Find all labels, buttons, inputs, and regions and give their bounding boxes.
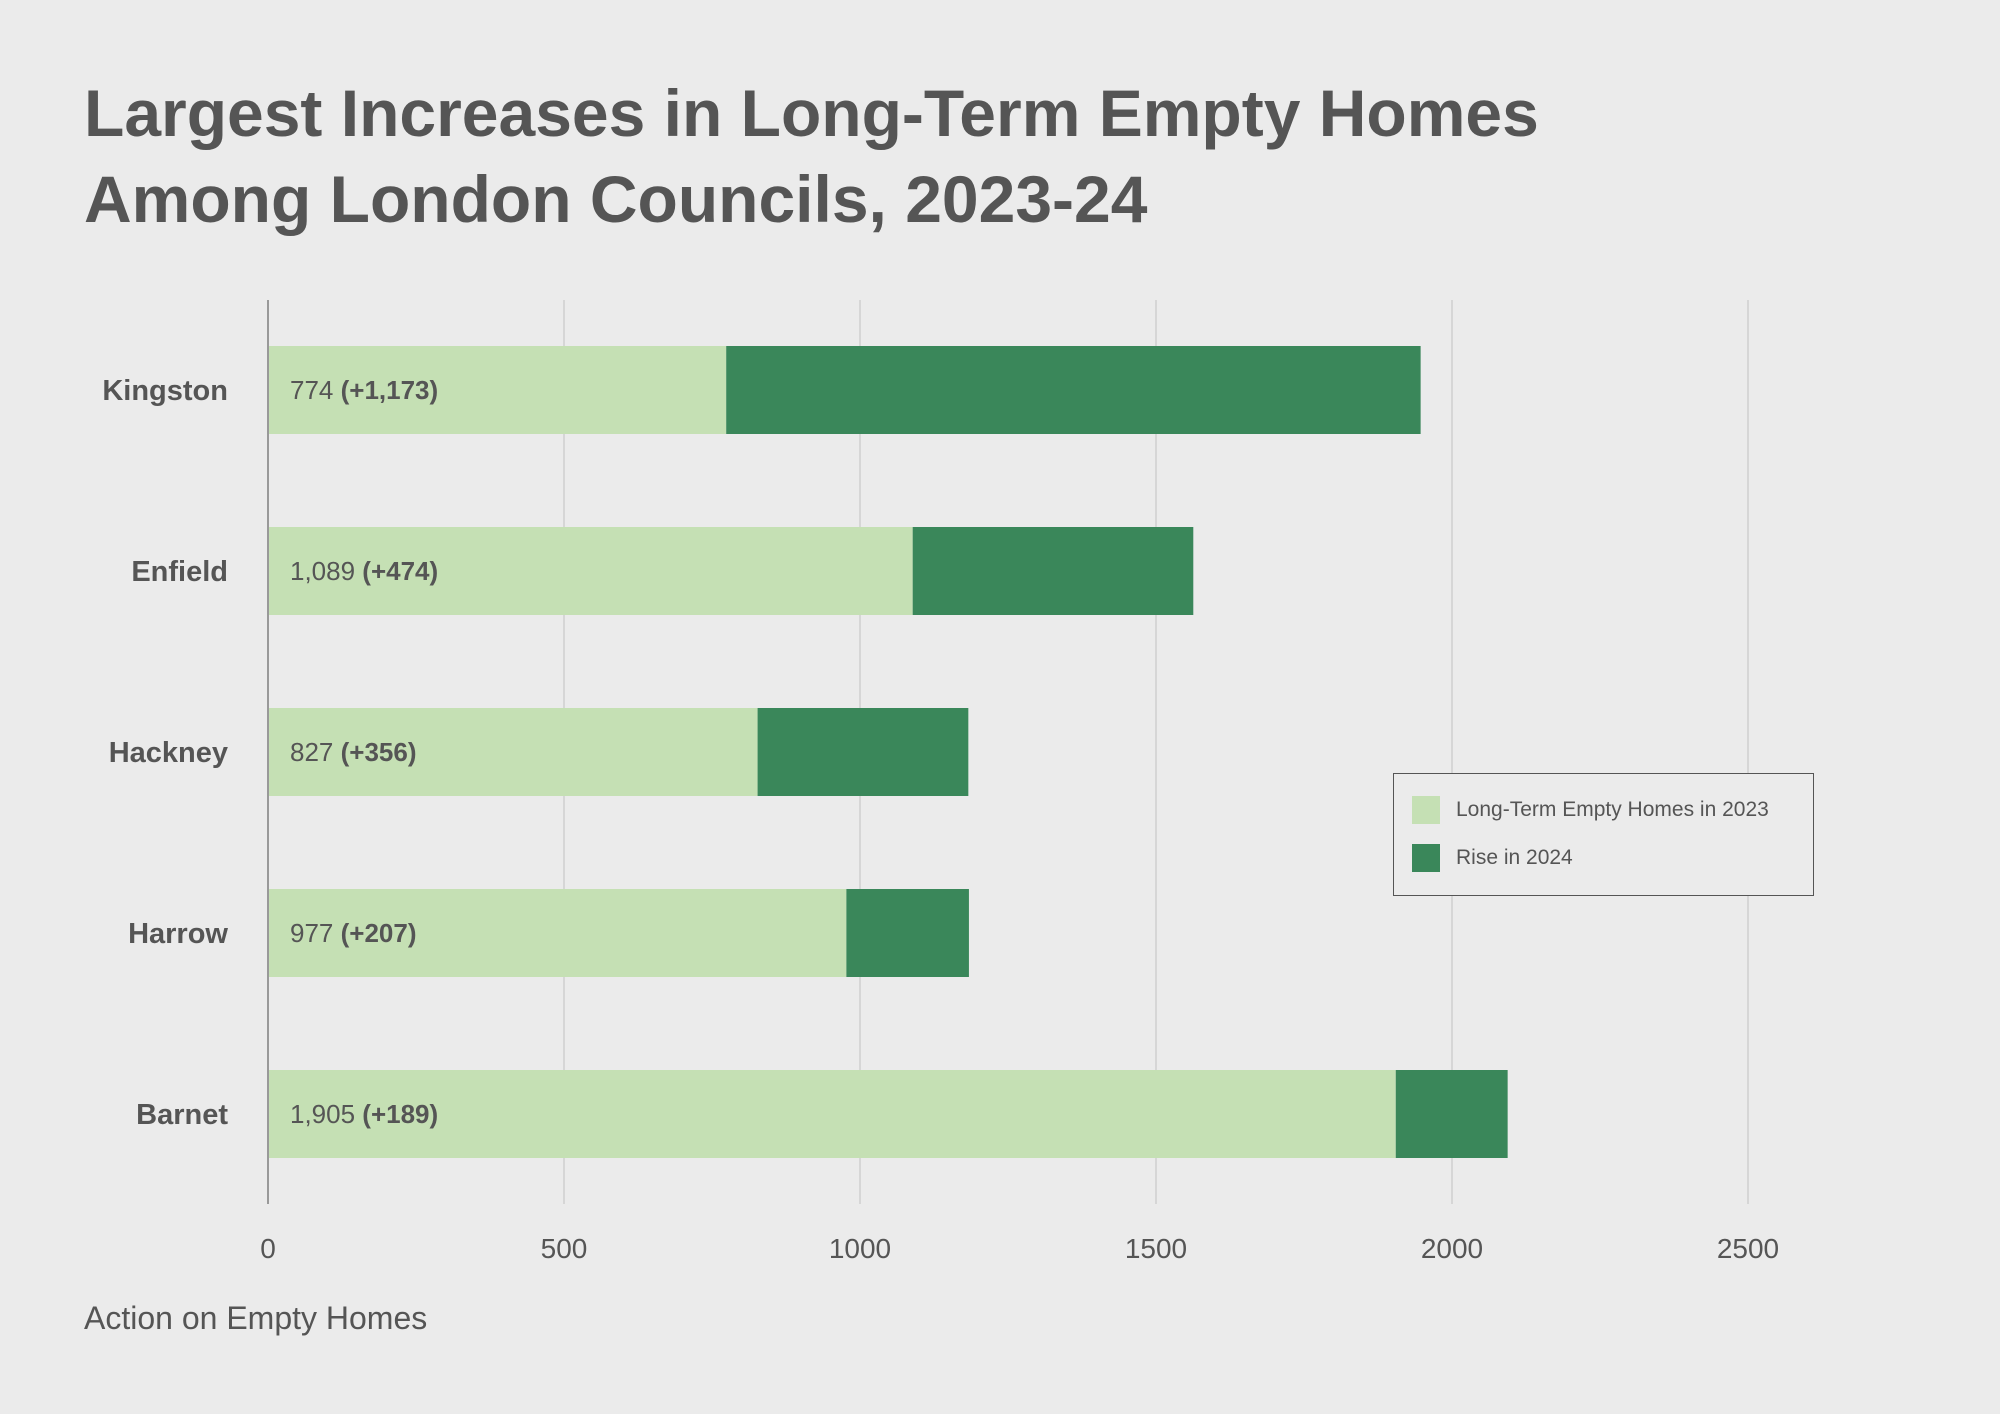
data-label-rise: (+207)	[341, 918, 417, 948]
x-tick-label: 1500	[1125, 1233, 1187, 1264]
x-tick-label: 1000	[829, 1233, 891, 1264]
chart-title-line-2: Among London Councils, 2023-24	[84, 162, 1148, 236]
data-label-base: 1,905	[290, 1099, 362, 1129]
data-label: 977 (+207)	[290, 918, 417, 948]
x-tick-label: 2000	[1421, 1233, 1483, 1264]
data-label-rise: (+474)	[362, 556, 438, 586]
bar-rise-harrow	[846, 889, 969, 977]
data-label: 774 (+1,173)	[290, 375, 438, 405]
x-tick-label: 500	[541, 1233, 588, 1264]
legend-item-rise: Rise in 2024	[1412, 844, 1573, 872]
bar-base-harrow	[268, 889, 847, 977]
data-label-base: 977	[290, 918, 341, 948]
data-label: 1,089 (+474)	[290, 556, 438, 586]
legend-item-2023: Long-Term Empty Homes in 2023	[1412, 796, 1769, 824]
bar-base-enfield	[268, 527, 913, 615]
data-label-base: 827	[290, 737, 341, 767]
legend-swatch-rise	[1412, 844, 1440, 872]
legend-label-2023: Long-Term Empty Homes in 2023	[1456, 798, 1769, 821]
category-label: Enfield	[131, 556, 228, 588]
bar-base-barnet	[268, 1070, 1396, 1158]
bar-base-hackney	[268, 708, 758, 796]
data-label-rise: (+356)	[341, 737, 417, 767]
data-label: 827 (+356)	[290, 737, 417, 767]
legend-label-rise: Rise in 2024	[1456, 846, 1573, 869]
bar-rise-enfield	[912, 527, 1194, 615]
chart-title-line-1: Largest Increases in Long-Term Empty Hom…	[84, 76, 1539, 150]
x-tick-label: 0	[260, 1233, 276, 1264]
bar-rise-kingston	[726, 346, 1421, 434]
chart-legend: Long-Term Empty Homes in 2023 Rise in 20…	[1393, 773, 1814, 896]
data-label-base: 1,089	[290, 556, 362, 586]
bar-rise-barnet	[1395, 1070, 1508, 1158]
data-label-base: 774	[290, 375, 341, 405]
category-label: Barnet	[136, 1099, 228, 1131]
x-tick-label: 2500	[1717, 1233, 1779, 1264]
data-label-rise: (+1,173)	[341, 375, 439, 405]
category-label: Harrow	[128, 918, 228, 950]
legend-swatch-2023	[1412, 796, 1440, 824]
data-label: 1,905 (+189)	[290, 1099, 438, 1129]
category-label: Hackney	[109, 737, 228, 769]
bar-base-kingston	[268, 346, 727, 434]
data-label-rise: (+189)	[362, 1099, 438, 1129]
category-label: Kingston	[102, 375, 228, 407]
chart-title: Largest Increases in Long-Term Empty Hom…	[84, 70, 1784, 242]
bar-rise-hackney	[757, 708, 969, 796]
source-note: Action on Empty Homes	[84, 1300, 428, 1336]
